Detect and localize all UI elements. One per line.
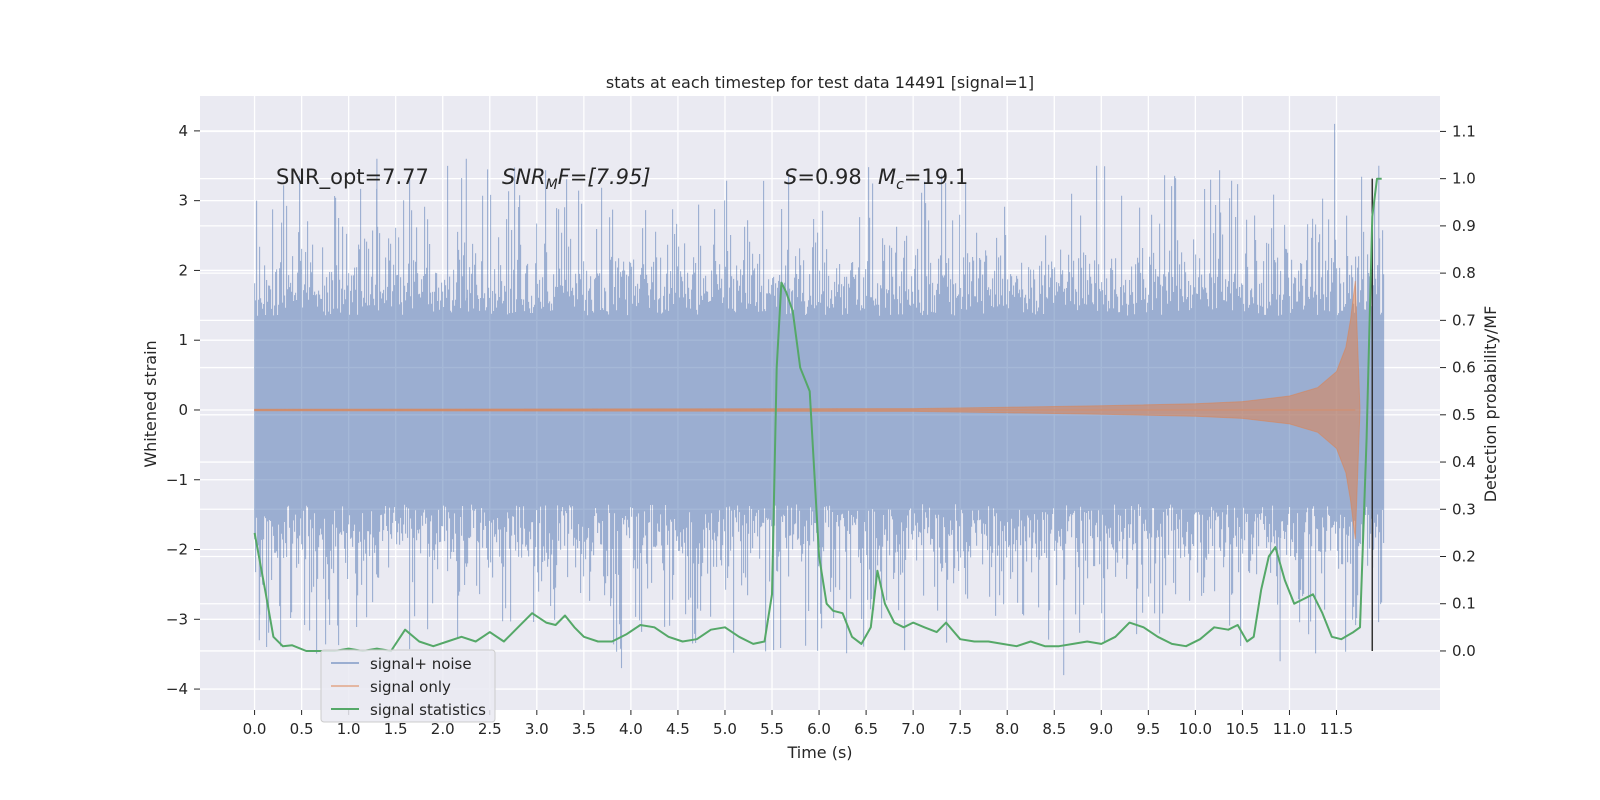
y2-tick-label: 1.1 <box>1452 122 1476 140</box>
y2-axis-title: Detection probability/MF <box>1481 306 1500 503</box>
x-tick-label: 7.5 <box>948 720 972 738</box>
x-tick-label: 6.0 <box>807 720 831 738</box>
x-tick-label: 4.5 <box>666 720 690 738</box>
y2-tick-label: 0.4 <box>1452 453 1476 471</box>
y-tick-label: −1 <box>166 471 188 489</box>
legend-label-signal-noise: signal+ noise <box>370 655 472 673</box>
series-layer <box>253 123 1385 676</box>
x-tick-label: 2.0 <box>431 720 455 738</box>
chart-title: stats at each timestep for test data 144… <box>606 73 1034 92</box>
x-tick-label: 8.0 <box>995 720 1019 738</box>
annotation-mc-value: =19.1 <box>904 165 968 189</box>
x-tick-label: 1.0 <box>337 720 361 738</box>
y-axis-title: Whitened strain <box>141 340 160 467</box>
series-signal-statistics <box>253 177 1382 652</box>
y-tick-label: 0 <box>178 401 188 419</box>
y-tick-label: 1 <box>178 331 188 349</box>
annotation-snr-mf-main: SNR <box>502 165 546 189</box>
y-tick-label: −4 <box>166 680 188 698</box>
annotation-snr-mf-sub: M <box>546 177 558 193</box>
legend-box <box>320 649 496 723</box>
x-tick-label: 9.5 <box>1136 720 1160 738</box>
annotation-s-symbol: S <box>784 165 797 189</box>
x-tick-label: 10.0 <box>1179 720 1212 738</box>
x-tick-label: 9.0 <box>1089 720 1113 738</box>
x-tick-label: 2.5 <box>478 720 502 738</box>
y-tick-label: 3 <box>178 192 188 210</box>
annotation-mc: Mc=19.1 <box>878 165 968 193</box>
legend-label-signal-statistics: signal statistics <box>370 701 486 719</box>
x-tick-label: 10.5 <box>1226 720 1259 738</box>
y2-tick-label: 0.9 <box>1452 217 1476 235</box>
x-tick-label: 0.5 <box>290 720 314 738</box>
y-tick-label: 4 <box>178 122 188 140</box>
y2-tick-label: 0.3 <box>1452 500 1476 518</box>
x-tick-label: 5.5 <box>760 720 784 738</box>
annotation-s-value: =0.98 <box>797 165 861 189</box>
annotation-snr-mf: SNRMF=[7.95] <box>502 165 651 193</box>
y-tick-label: −3 <box>166 610 188 628</box>
x-tick-label: 11.0 <box>1273 720 1306 738</box>
y2-tick-label: 0.6 <box>1452 359 1476 377</box>
y2-tick-label: 0.0 <box>1452 642 1476 660</box>
y2-tick-label: 0.1 <box>1452 595 1476 613</box>
x-tick-label: 7.0 <box>901 720 925 738</box>
x-axis-title: Time (s) <box>786 743 852 762</box>
y2-tick-label: 1.0 <box>1452 170 1476 188</box>
y-tick-label: −2 <box>166 541 188 559</box>
x-tick-label: 4.0 <box>619 720 643 738</box>
y2-tick-label: 0.2 <box>1452 548 1476 566</box>
y2-tick-label: 0.5 <box>1452 406 1476 424</box>
x-tick-label: 6.5 <box>854 720 878 738</box>
y2-tick-label: 0.8 <box>1452 264 1476 282</box>
annotation-s: S=0.98 <box>784 165 862 189</box>
x-tick-label: 5.0 <box>713 720 737 738</box>
x-axis-ticks: 0.0 0.5 1.0 1.5 2.0 2.5 3.0 3.5 4.0 4.5 5.0 5.5 6.0 6… <box>243 710 1353 738</box>
x-tick-label: 3.0 <box>525 720 549 738</box>
y-tick-label: 2 <box>178 261 188 279</box>
annotation-snr-opt: SNR_opt=7.77 <box>276 165 429 190</box>
y2-tick-label: 0.7 <box>1452 311 1476 329</box>
x-tick-label: 11.5 <box>1320 720 1353 738</box>
legend: signal+ noise signal only signal statist… <box>320 649 496 723</box>
annotation-mc-sub: c <box>896 177 904 193</box>
annotation-mc-symbol: M <box>878 165 896 189</box>
y2-axis-ticks: 0.0 0.1 0.2 0.3 0.4 0.5 0.6 0.7 0.8 0.9 1.0 1.1 <box>1440 122 1476 660</box>
x-tick-label: 8.5 <box>1042 720 1066 738</box>
x-tick-label: 1.5 <box>384 720 408 738</box>
legend-label-signal-only: signal only <box>370 678 451 696</box>
x-tick-label: 0.0 <box>243 720 267 738</box>
y-axis-ticks: −4 −3 −2 −1 0 1 2 3 4 <box>166 122 200 698</box>
x-tick-label: 3.5 <box>572 720 596 738</box>
annotation-snr-mf-rest: F=[7.95] <box>558 165 651 189</box>
